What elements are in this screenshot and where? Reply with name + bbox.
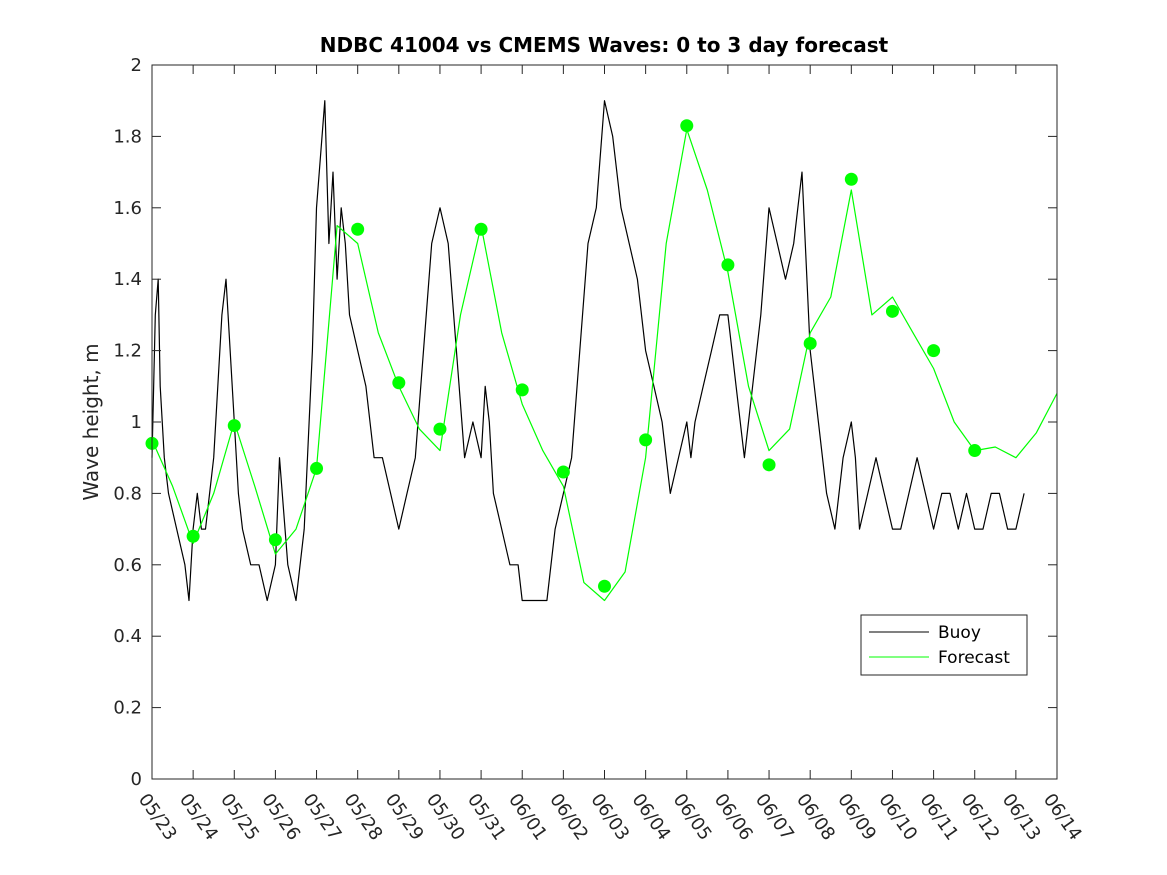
forecast-marker bbox=[186, 529, 200, 543]
y-tick-label: 0.2 bbox=[113, 698, 142, 719]
y-tick-label: 2 bbox=[131, 55, 142, 76]
forecast-marker bbox=[803, 336, 817, 350]
legend-forecast-label: Forecast bbox=[938, 648, 1010, 668]
y-tick-label: 1.6 bbox=[113, 198, 142, 219]
forecast-marker bbox=[762, 458, 776, 472]
forecast-marker bbox=[598, 579, 611, 593]
forecast-marker bbox=[927, 344, 941, 358]
forecast-marker bbox=[515, 383, 529, 397]
series-line-forecast bbox=[151, 128, 1058, 602]
forecast-marker bbox=[310, 461, 324, 475]
y-tick-label: 1.2 bbox=[113, 341, 142, 362]
y-axis: 0 0.2 0.4 0.6 0.8 1 1.2 1.4 1.6 1.8 2 bbox=[113, 55, 1057, 790]
y-tick-label: 0.8 bbox=[113, 483, 142, 504]
y-tick-label: 1.8 bbox=[113, 126, 142, 147]
marker-layer bbox=[145, 119, 982, 593]
forecast-marker bbox=[474, 222, 488, 236]
forecast-marker bbox=[227, 419, 241, 433]
forecast-marker bbox=[680, 119, 694, 133]
y-tick-label: 1 bbox=[131, 412, 142, 433]
series-line-buoy bbox=[151, 100, 1025, 602]
legend: Buoy Forecast bbox=[860, 614, 1028, 676]
legend-buoy-label: Buoy bbox=[938, 623, 981, 643]
forecast-marker bbox=[721, 258, 735, 272]
forecast-marker bbox=[885, 304, 899, 318]
forecast-marker bbox=[351, 222, 365, 236]
series-layer bbox=[151, 100, 1058, 602]
y-tick-label: 0 bbox=[131, 769, 142, 790]
y-tick-label: 1.4 bbox=[113, 269, 142, 290]
y-tick-label: 0.6 bbox=[113, 555, 142, 576]
forecast-marker bbox=[844, 172, 858, 186]
forecast-marker bbox=[433, 422, 447, 436]
forecast-marker bbox=[556, 465, 570, 479]
forecast-marker bbox=[268, 533, 282, 547]
y-tick-label: 0.4 bbox=[113, 626, 142, 647]
forecast-marker bbox=[639, 433, 653, 447]
legend-box bbox=[860, 614, 1028, 676]
forecast-marker bbox=[968, 444, 982, 458]
chart-title: NDBC 41004 vs CMEMS Waves: 0 to 3 day fo… bbox=[320, 33, 889, 57]
forecast-marker bbox=[392, 376, 406, 390]
y-axis-label: Wave height, m bbox=[79, 343, 103, 500]
